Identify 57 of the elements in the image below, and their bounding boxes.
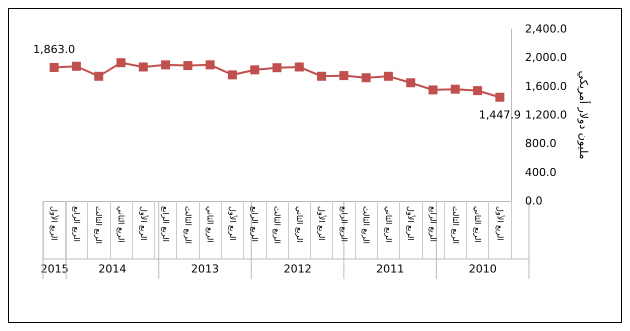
x-tick-label: الربع الثالث	[272, 206, 282, 244]
point	[272, 63, 282, 72]
point	[362, 73, 371, 82]
text: 2011	[376, 262, 404, 276]
x-tick-label: الربع الأول	[317, 206, 328, 241]
point	[294, 62, 304, 72]
x-tick-label: الربع الأول	[495, 206, 506, 241]
point	[183, 61, 192, 70]
point	[450, 84, 460, 94]
point	[138, 62, 148, 72]
x-tick-label: الربع الأول	[50, 206, 60, 241]
text: 2013	[191, 262, 219, 276]
data-label: 1,447.9	[478, 108, 521, 122]
x-tick-label: الربع الرابع	[428, 206, 438, 242]
x-tick-label: الربع الرابع	[339, 206, 348, 242]
point	[72, 62, 81, 71]
point	[250, 65, 260, 74]
y-tick-label: 800.0	[525, 137, 556, 150]
x-tick-label: الربع الرابع	[161, 206, 170, 242]
point	[384, 72, 393, 81]
text: 2014	[98, 262, 126, 276]
y-tick-label: 1,200.0	[525, 108, 567, 122]
point	[161, 60, 170, 70]
x-tick-label: الربع الثاني	[384, 206, 393, 243]
x-tick-label: الربع الثاني	[206, 206, 215, 243]
point	[428, 85, 438, 94]
point	[339, 71, 348, 80]
point	[116, 58, 126, 68]
y-tick-label: 1,600.0	[525, 80, 567, 93]
text: 2012	[284, 262, 312, 276]
point	[206, 60, 215, 70]
point	[94, 72, 104, 81]
data-label: 1,863.0	[33, 42, 76, 56]
x-tick-label: الربع الثالث	[450, 206, 460, 244]
x-tick-label: الربع الثالث	[183, 206, 192, 244]
point	[473, 86, 482, 96]
y-axis-title: مليون دولار أمريكي	[576, 70, 591, 160]
x-tick-label: الربع الرابع	[250, 206, 260, 242]
x-tick-label: الربع الثاني	[473, 206, 482, 243]
y-tick-label: 0.0	[525, 194, 542, 208]
text: 2010	[468, 262, 497, 276]
y-tick-label: 400.0	[525, 166, 556, 179]
x-tick-label: الربع الأول	[406, 206, 416, 241]
x-tick-label: الربع الثاني	[116, 206, 126, 243]
point	[317, 72, 326, 81]
y-tick-label: 2,000.0	[525, 51, 567, 64]
x-tick-label: الربع الأول	[228, 206, 238, 241]
point	[50, 62, 59, 72]
point	[228, 70, 237, 80]
y-tick-label: 2,400.0	[525, 22, 567, 36]
x-tick-label: الربع الثاني	[294, 206, 304, 243]
x-tick-label: الربع الثالث	[362, 206, 371, 244]
x-tick-label: الربع الثالث	[94, 206, 104, 244]
x-tick-label: الربع الأول	[138, 206, 149, 241]
point	[406, 78, 416, 88]
x-tick-label: الربع الرابع	[72, 206, 81, 242]
point	[495, 92, 504, 102]
